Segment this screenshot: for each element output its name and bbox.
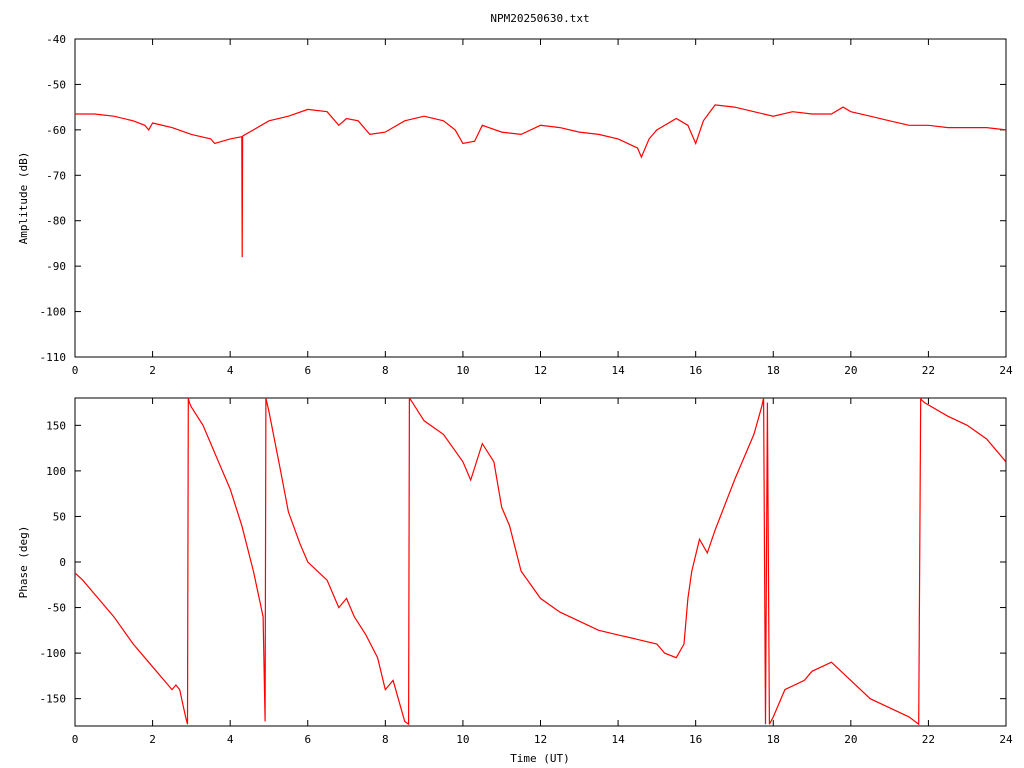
phase-y-tick-label: 150 — [46, 419, 66, 432]
phase-x-tick-label: 12 — [534, 733, 547, 746]
phase-y-tick-label: -150 — [40, 693, 67, 706]
amplitude-y-tick-label: -90 — [46, 260, 66, 273]
amplitude-x-tick-label: 22 — [922, 364, 935, 377]
amplitude-y-axis-label: Amplitude (dB) — [17, 152, 30, 245]
amplitude-x-tick-label: 10 — [456, 364, 469, 377]
phase-y-tick-label: 0 — [59, 556, 66, 569]
phase-series-line — [75, 398, 1006, 726]
amplitude-y-tick-label: -60 — [46, 124, 66, 137]
phase-x-tick-label: 24 — [999, 733, 1013, 746]
amplitude-x-tick-label: 24 — [999, 364, 1013, 377]
amplitude-series-line — [75, 104, 1006, 258]
amplitude-panel: Amplitude (dB) 0 2 4 6 8 10 12 14 16 18 20 22 24-40-… — [17, 33, 1013, 377]
phase-x-tick-label: 14 — [611, 733, 625, 746]
phase-y-tick-label: -100 — [40, 647, 67, 660]
time-x-axis-label: Time (UT) — [510, 752, 570, 765]
phase-plot-frame — [74, 397, 1007, 727]
amplitude-x-tick-label: 2 — [149, 364, 156, 377]
phase-x-tick-label: 2 — [149, 733, 156, 746]
phase-y-tick-label: 100 — [46, 465, 66, 478]
amplitude-x-tick-label: 20 — [844, 364, 857, 377]
amplitude-y-tick-label: -80 — [46, 215, 66, 228]
amplitude-x-tick-label: 0 — [72, 364, 79, 377]
phase-y-tick-label: 50 — [53, 510, 66, 523]
phase-x-tick-label: 8 — [382, 733, 389, 746]
phase-y-axis-label: Phase (deg) — [17, 526, 30, 599]
phase-panel: Phase (deg) Time (UT) 0 2 4 6 8 10 12 14 16 18 20 2… — [17, 397, 1013, 765]
amplitude-x-tick-label: 18 — [767, 364, 780, 377]
amplitude-x-tick-label: 4 — [227, 364, 234, 377]
amplitude-y-tick-label: -50 — [46, 78, 66, 91]
amplitude-y-tick-label: -110 — [40, 351, 67, 364]
phase-x-tick-label: 6 — [304, 733, 311, 746]
phase-x-tick-label: 0 — [72, 733, 79, 746]
amplitude-x-tick-label: 16 — [689, 364, 702, 377]
amplitude-x-tick-label: 8 — [382, 364, 389, 377]
amplitude-y-tick-label: -100 — [40, 306, 67, 319]
phase-x-tick-label: 18 — [767, 733, 780, 746]
amplitude-x-tick-label: 12 — [534, 364, 547, 377]
amplitude-x-tick-label: 14 — [611, 364, 625, 377]
phase-x-tick-label: 22 — [922, 733, 935, 746]
phase-x-tick-label: 4 — [227, 733, 234, 746]
amplitude-plot-frame — [74, 38, 1007, 358]
phase-x-tick-label: 20 — [844, 733, 857, 746]
phase-x-tick-label: 10 — [456, 733, 469, 746]
chart-title: NPM20250630.txt — [490, 12, 589, 25]
amplitude-x-tick-label: 6 — [304, 364, 311, 377]
amplitude-y-tick-label: -70 — [46, 169, 66, 182]
phase-y-tick-label: -50 — [46, 602, 66, 615]
phase-x-tick-label: 16 — [689, 733, 702, 746]
amplitude-y-tick-label: -40 — [46, 33, 66, 46]
